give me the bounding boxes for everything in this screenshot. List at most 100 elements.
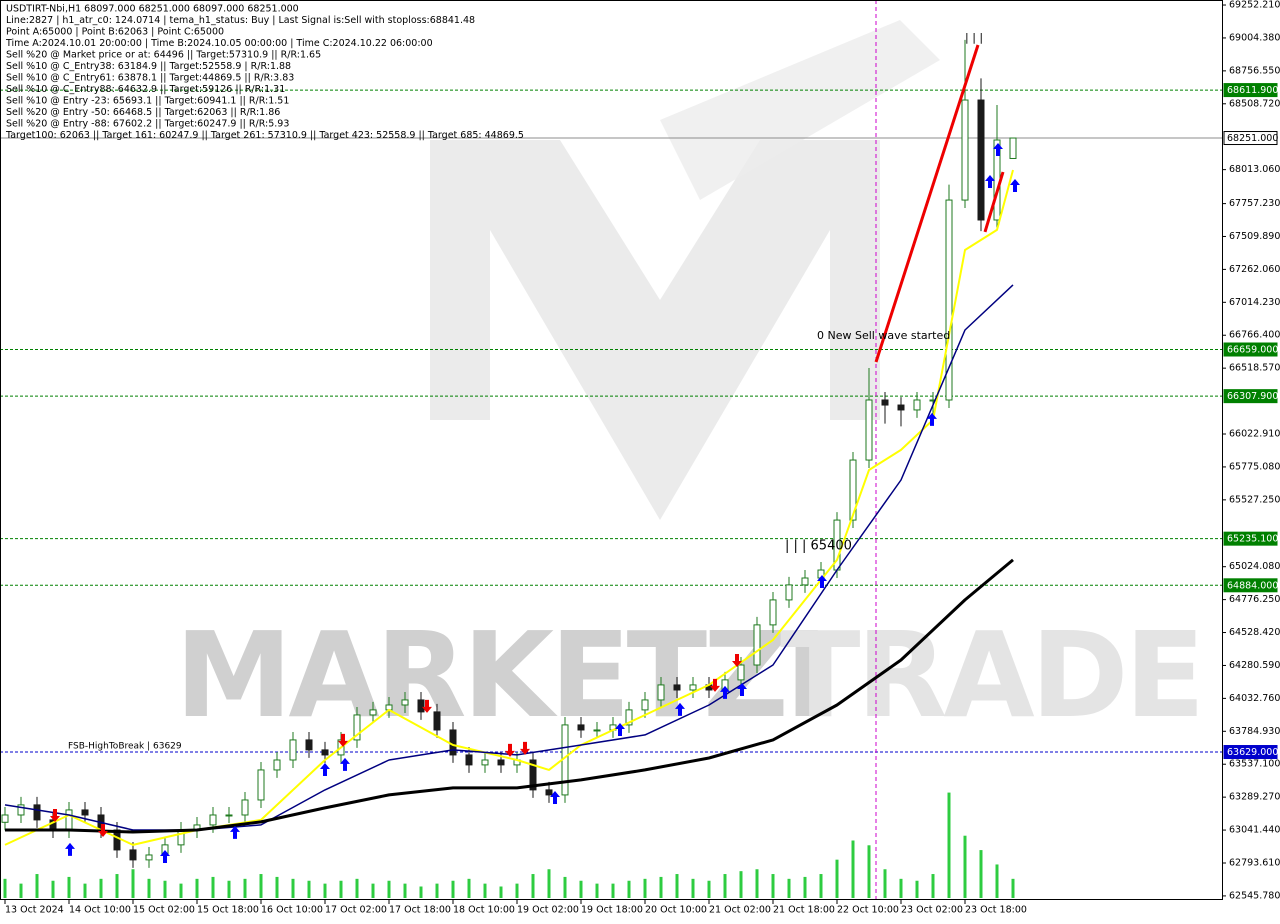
volume-bar <box>595 883 599 898</box>
info-line: Target100: 62063 || Target 161: 60247.9 … <box>5 130 524 141</box>
volume-bar <box>627 880 631 898</box>
candle-body <box>401 699 409 706</box>
candle-body <box>289 739 297 761</box>
volume-bar <box>787 878 791 898</box>
candle-body <box>657 684 665 701</box>
info-line: Sell %10 @ C_Entry61: 63878.1 || Target:… <box>6 73 294 84</box>
volume-bar <box>643 878 647 898</box>
candle-body <box>465 754 473 766</box>
candle-body <box>433 711 441 731</box>
candle-body <box>449 729 457 756</box>
watermark-logo <box>430 140 880 520</box>
info-line: Sell %20 @ Entry -50: 66468.5 || Target:… <box>6 107 280 118</box>
y-tick-label: 64032.760 <box>1229 693 1280 704</box>
x-tick-label: 20 Oct 10:00 <box>645 905 707 916</box>
candle-body <box>577 724 585 731</box>
volume-bar <box>899 878 903 898</box>
volume-bar <box>211 876 215 898</box>
volume-bar <box>51 880 55 898</box>
volume-bar <box>931 874 935 898</box>
sell-arrow <box>422 699 432 713</box>
candle-body <box>1009 137 1017 159</box>
volume-bar <box>451 880 455 898</box>
y-tick-label: 63289.270 <box>1229 792 1280 803</box>
candle-body <box>625 709 633 726</box>
candle-body <box>113 829 121 851</box>
candle-body <box>225 814 233 817</box>
x-tick-label: 19 Oct 18:00 <box>581 905 643 916</box>
volume-bar <box>803 876 807 898</box>
volume-bar <box>115 874 119 898</box>
volume-bar <box>275 876 279 898</box>
y-tick-label: 63041.440 <box>1229 825 1280 836</box>
volume-bar <box>499 886 503 898</box>
y-tick-label: 63784.930 <box>1229 726 1280 737</box>
volume-bar <box>387 880 391 898</box>
volume-bar <box>739 871 743 898</box>
candle-body <box>545 789 553 796</box>
watermark-text: MARKETZI <box>175 606 825 744</box>
annotation: | | | <box>965 31 983 44</box>
candle-body <box>481 759 489 766</box>
plot-area: FSB-HighToBreak | 63629 0 New Sell wave s… <box>0 0 1222 900</box>
volume-bar <box>979 850 983 898</box>
volume-bar <box>547 869 551 898</box>
buy-arrow <box>340 757 350 771</box>
volume-bar <box>531 874 535 898</box>
x-tick-label: 15 Oct 18:00 <box>197 905 259 916</box>
candle-body <box>849 459 857 521</box>
sell-arrow <box>98 823 108 837</box>
candle-body <box>17 804 25 816</box>
candle-body <box>881 399 889 406</box>
level-label: 66659.000 <box>1227 345 1278 356</box>
candle-body <box>593 729 601 732</box>
y-tick-label: 62545.780 <box>1229 890 1280 901</box>
info-line: Sell %10 @ Entry -23: 65693.1 || Target:… <box>6 96 289 107</box>
y-tick-label: 69252.210 <box>1229 0 1280 11</box>
y-tick-label: 66518.570 <box>1229 363 1280 374</box>
candle-body <box>417 699 425 713</box>
candle-body <box>1 814 9 823</box>
x-tick-label: 17 Oct 18:00 <box>389 905 451 916</box>
volume-bar <box>179 883 183 898</box>
volume-bar <box>419 886 423 898</box>
volume-bar <box>995 864 999 898</box>
volume-bar <box>339 880 343 898</box>
x-tick-label: 21 Oct 02:00 <box>709 905 771 916</box>
volume-bar <box>659 876 663 898</box>
y-tick-label: 67262.060 <box>1229 264 1280 275</box>
level-label-box <box>1223 342 1278 357</box>
x-tick-label: 17 Oct 02:00 <box>325 905 387 916</box>
volume-bar <box>323 883 327 898</box>
buy-arrow <box>817 574 827 588</box>
buy-arrow <box>720 685 730 699</box>
candle-body <box>33 804 41 821</box>
volume-bar <box>195 878 199 898</box>
y-tick-label: 65775.080 <box>1229 461 1280 472</box>
volume-bar <box>947 792 951 898</box>
level-label: 68251.000 <box>1227 133 1278 144</box>
y-tick-label: 64280.590 <box>1229 660 1280 671</box>
volume-bar <box>771 874 775 898</box>
x-tick-label: 23 Oct 18:00 <box>965 905 1027 916</box>
trend-line <box>983 171 1005 233</box>
volume-bar <box>99 878 103 898</box>
candle-body <box>641 699 649 711</box>
buy-arrow <box>737 682 747 696</box>
info-panel: USDTIRT-Nbi,H1 68097.000 68251.000 68097… <box>5 4 524 142</box>
info-line: Point A:65000 | Point B:62063 | Point C:… <box>6 27 224 38</box>
volume-bar <box>131 869 135 898</box>
candle-body <box>865 399 873 461</box>
volume-bar <box>403 883 407 898</box>
info-line: USDTIRT-Nbi,H1 68097.000 68251.000 68097… <box>6 4 299 15</box>
volume-bar <box>579 880 583 898</box>
volume-bar <box>723 874 727 898</box>
candle-body <box>801 577 809 586</box>
y-tick-label: 65024.080 <box>1229 561 1280 572</box>
candle-body <box>689 684 697 691</box>
volume-bar <box>755 869 759 898</box>
volume-bar <box>147 878 151 898</box>
